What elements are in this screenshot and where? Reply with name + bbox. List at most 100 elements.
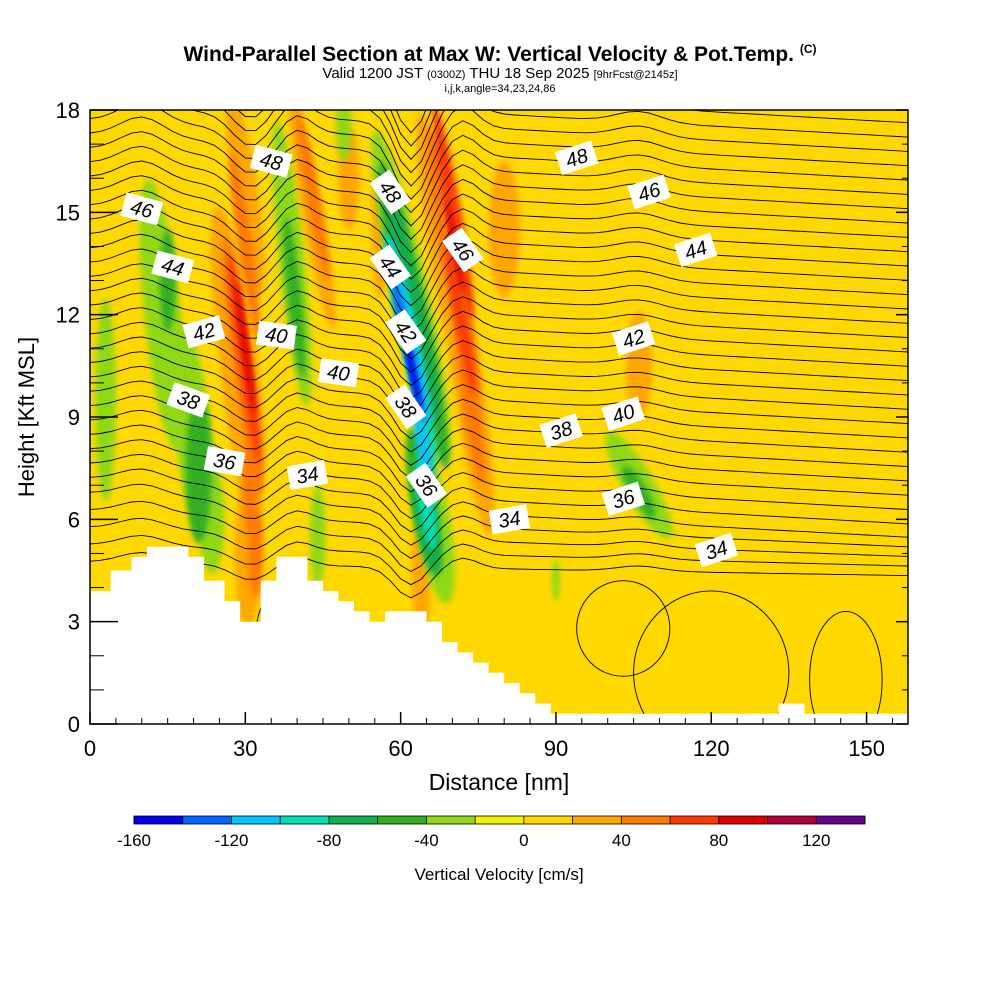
theta-label: 38 [166, 382, 211, 418]
theta-label-text: 40 [326, 361, 351, 386]
theta-contour-low-0 [633, 590, 790, 724]
theta-contour [90, 534, 908, 586]
colorbar: -160 -120 -80 -40 0 40 80 120 [117, 815, 866, 850]
theta-contour [90, 307, 908, 387]
theta-contour [90, 292, 908, 373]
theta-label-box [601, 481, 646, 517]
colorbar-swatch [231, 816, 281, 824]
x-tick-label: 30 [233, 736, 257, 761]
theta-contour [90, 552, 908, 599]
theta-contour [237, 110, 908, 160]
y-tick-label: 0 [68, 712, 80, 737]
theta-label-box [249, 144, 293, 178]
chart-title-block: Wind-Parallel Section at Max W: Vertical… [0, 38, 1000, 95]
theta-contour [90, 453, 908, 520]
theta-label-box [166, 382, 211, 418]
theta-label-box [488, 504, 531, 535]
theta-label-box [203, 446, 246, 477]
velocity-cell-42 [444, 234, 476, 396]
theta-contour [90, 160, 908, 254]
terrain-mask [90, 546, 908, 724]
theta-contour [90, 351, 908, 426]
theta-label-box [694, 532, 739, 568]
theta-label-box [627, 174, 671, 210]
colorbar-tick-label: 0 [519, 831, 528, 850]
colorbar-tick-label: 80 [709, 831, 728, 850]
theta-contour-layer [90, 110, 908, 724]
colorbar-tick-label: -80 [317, 831, 342, 850]
theta-label-text: 34 [295, 463, 321, 489]
theta-label: 34 [488, 504, 531, 535]
colorbar-swatch [280, 816, 330, 824]
velocity-cell-6 [861, 560, 893, 697]
velocity-cell-34 [230, 151, 261, 341]
colorbar-tick-label: 120 [802, 831, 830, 850]
theta-label: 36 [203, 446, 246, 477]
theta-label-box [385, 309, 427, 355]
colorbar-tick-label: -40 [414, 831, 439, 850]
theta-label-box [318, 358, 359, 388]
valid-date: THU 18 Sep 2025 [469, 65, 590, 82]
theta-label: 34 [694, 532, 739, 568]
theta-label-box [182, 315, 226, 349]
theta-contour [90, 468, 908, 533]
colorbar-swatch [816, 816, 866, 824]
y-tick-label: 3 [68, 610, 80, 635]
theta-label-box [442, 227, 484, 273]
theta-label: 42 [182, 315, 226, 349]
colorbar-swatch [718, 816, 768, 824]
velocity-cell-3 [561, 573, 603, 670]
colorbar-swatch [328, 816, 379, 824]
colorbar-tick-label: -160 [117, 831, 151, 850]
theta-label-box [120, 192, 164, 226]
chart-title: Wind-Parallel Section at Max W: Vertical… [0, 38, 1000, 66]
velocity-cell-7 [737, 280, 769, 404]
theta-contour [90, 277, 908, 360]
theta-label: 34 [286, 459, 329, 491]
theta-label-text: 40 [264, 324, 289, 349]
colorbar-swatch [523, 816, 574, 824]
colorbar-tick-label: -120 [214, 831, 248, 850]
theta-contour [90, 204, 908, 294]
theta-label: 48 [249, 144, 293, 178]
valid-prefix: Valid 1200 JST [322, 65, 423, 82]
theta-label: 40 [318, 358, 359, 388]
chart-title-text: Wind-Parallel Section at Max W: Vertical… [183, 43, 794, 66]
y-tick-label: 9 [68, 405, 80, 430]
theta-label-box [255, 320, 297, 350]
theta-contour [90, 131, 908, 227]
velocity-cell-43 [235, 281, 256, 417]
colorbar-swatch [426, 816, 476, 824]
theta-label-box [601, 396, 646, 431]
theta-contour [90, 145, 908, 240]
theta-contour [90, 248, 908, 333]
theta-contour [90, 263, 908, 347]
theta-contour [90, 321, 908, 400]
velocity-cell-36 [248, 509, 263, 598]
velocity-cell-24 [226, 110, 265, 297]
y-tick-label: 12 [56, 303, 80, 328]
x-tick-label: 120 [693, 736, 730, 761]
valid-utc: (0300Z) [426, 69, 466, 81]
theta-contour [223, 110, 908, 174]
x-tick-label: 60 [388, 736, 412, 761]
theta-label-box [405, 462, 448, 508]
theta-contour [90, 365, 908, 440]
forecast-tag: [9hrFcst@2145z] [593, 69, 678, 81]
theta-label-box [369, 244, 412, 290]
theta-contour-low-1 [809, 611, 883, 724]
theta-contour [90, 219, 908, 307]
theta-label-box [369, 169, 412, 215]
x-tick-label: 0 [84, 736, 96, 761]
theta-label-box [286, 459, 329, 491]
y-axis-label: Height [Kft MSL] [14, 337, 39, 497]
velocity-cell-51 [335, 110, 352, 162]
theta-contour [90, 409, 908, 480]
theta-label-box [673, 232, 718, 268]
velocity-cell-5 [685, 580, 717, 663]
colorbar-swatch [670, 816, 720, 824]
theta-contour [90, 380, 908, 453]
